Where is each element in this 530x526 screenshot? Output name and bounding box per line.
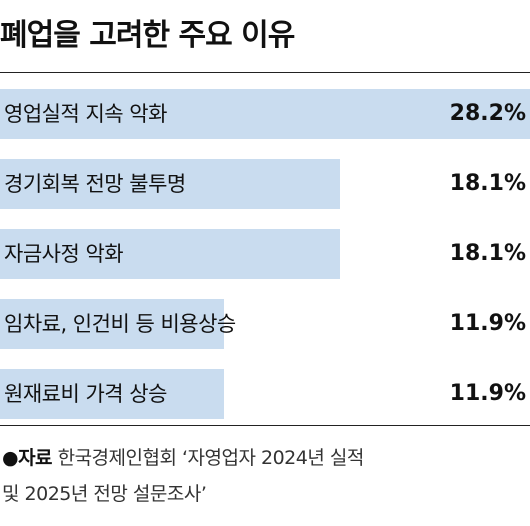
bar-row: 영업실적 지속 악화 28.2% [0,89,530,139]
bar-value-label: 11.9% [449,311,526,336]
bar-value-label: 18.1% [449,171,526,196]
bar-row: 경기회복 전망 불투명 18.1% [0,159,530,209]
bar-category-label: 자금사정 악화 [4,242,124,266]
bar [0,159,340,209]
bar [0,229,340,279]
bar [0,369,224,419]
bar-row: 자금사정 악화 18.1% [0,229,530,279]
bar-row: 원재료비 가격 상승 11.9% [0,369,530,419]
bar [0,299,224,349]
bar-row: 임차료, 인건비 등 비용상승 11.9% [0,299,530,349]
bar [0,89,530,139]
bottom-divider [0,425,530,426]
chart-title: 폐업을 고려한 주요 이유 [0,18,295,53]
top-divider [0,72,530,73]
source-text-line2: 및 2025년 전망 설문조사’ [2,483,207,505]
source-text-line1: 한국경제인협회 ‘자영업자 2024년 실적 [57,447,365,469]
bar-chart: 영업실적 지속 악화 28.2% 경기회복 전망 불투명 18.1% 자금사정 악화 18… [0,89,530,419]
bar-value-label: 18.1% [449,241,526,266]
bar-category-label: 임차료, 인건비 등 비용상승 [4,312,236,336]
bar-value-label: 28.2% [449,101,526,126]
bar-category-label: 영업실적 지속 악화 [4,102,167,126]
bar-category-label: 경기회복 전망 불투명 [4,172,186,196]
bar-category-label: 원재료비 가격 상승 [4,382,167,406]
bar-value-label: 11.9% [449,381,526,406]
source-label: ●자료 [2,447,53,469]
source-note: ●자료 한국경제인협회 ‘자영업자 2024년 실적 및 2025년 전망 설문… [2,440,522,512]
